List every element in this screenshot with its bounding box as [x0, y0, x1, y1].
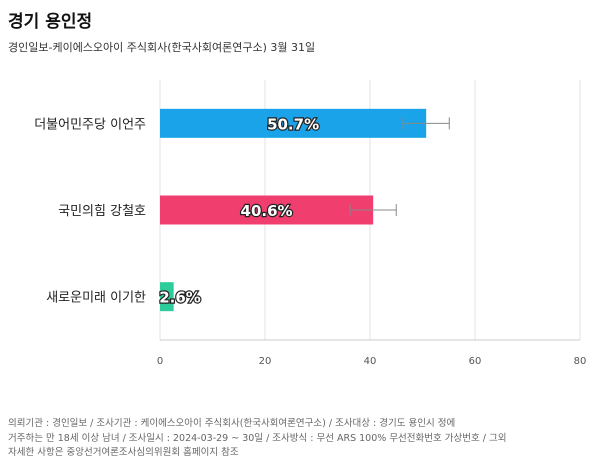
x-tick-label: 80: [574, 356, 587, 367]
footer-line: 거주하는 만 18세 이상 남녀 / 조사일시 : 2024-03-29 ~ 3…: [8, 432, 507, 444]
bar: [160, 195, 374, 225]
bar: [160, 282, 174, 312]
category-label: 국민의힘 강철호: [58, 204, 146, 219]
bar-chart: 0 20 40 60 80 더불어민주당 이언주 50.7% 국민의힘 강철호 40.6% 새로운…: [34, 80, 587, 367]
value-label: 50.7%: [267, 115, 319, 133]
footer-line: 의뢰기관 : 경인일보 / 조사기관 : 케이에스오아이 주식회사(한국사회여론…: [8, 418, 456, 429]
value-label: 40.6%: [241, 202, 293, 220]
chart-subtitle: 경인일보-케이에스오아이 주식회사(한국사회여론연구소) 3월 31일: [8, 41, 316, 54]
x-tick-label: 40: [364, 356, 377, 367]
footer-note: 의뢰기관 : 경인일보 / 조사기관 : 케이에스오아이 주식회사(한국사회여론…: [8, 417, 593, 461]
chart-title: 경기 용인정: [8, 12, 93, 32]
x-tick-label: 20: [259, 356, 272, 367]
category-label: 새로운미래 이기한: [46, 291, 146, 306]
footer-line: 자세한 사항은 중앙선거여론조사심의위원회 홈페이지 참조: [8, 447, 239, 458]
x-tick-label: 60: [469, 356, 482, 367]
bar: [160, 108, 427, 138]
value-label: 2.6%: [159, 289, 201, 307]
x-tick-label: 0: [157, 356, 163, 367]
category-label: 더불어민주당 이언주: [34, 117, 146, 132]
